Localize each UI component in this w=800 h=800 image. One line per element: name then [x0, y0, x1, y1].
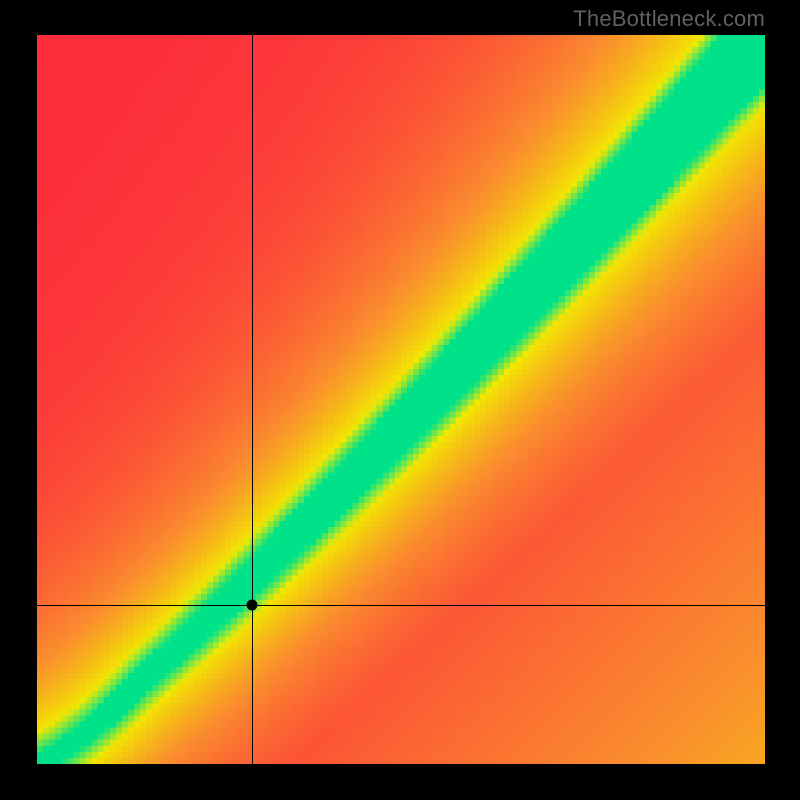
watermark-text: TheBottleneck.com — [573, 6, 765, 32]
crosshair-vertical — [252, 35, 253, 764]
data-point-marker — [246, 600, 257, 611]
crosshair-horizontal — [37, 605, 765, 606]
heatmap-canvas — [37, 35, 765, 764]
heatmap-plot-area — [37, 35, 765, 764]
